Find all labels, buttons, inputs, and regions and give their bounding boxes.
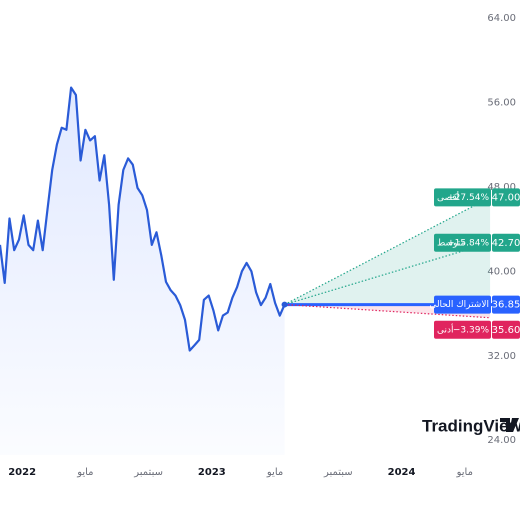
area [0, 87, 285, 455]
x-tick-label: سبتمبر [133, 467, 163, 478]
x-tick-label: مايو [266, 467, 283, 478]
forecast-line [284, 242, 491, 306]
value-box [492, 233, 520, 252]
y-tick-label: 64.00 [487, 13, 516, 24]
logo-icon [500, 418, 519, 432]
logo: TradingView [422, 416, 520, 435]
value-box [492, 295, 520, 314]
y-tick-label: 32.00 [487, 351, 516, 362]
forecast-badge: الاشتراك الحالي 36.85 [429, 295, 520, 314]
forecast-line [284, 196, 491, 306]
forecast-line [284, 303, 491, 319]
value-label: 35.60 [492, 325, 520, 336]
badge-box [434, 320, 491, 339]
y-tick-label: 48.00 [487, 182, 516, 193]
badge-name: أدنى [437, 323, 454, 335]
x-tick-label: مايو [456, 467, 473, 478]
forecast-badge: أدنى −3.39% 35.60 [434, 320, 520, 339]
watermark: TradingView [422, 416, 520, 435]
value-label: 47.00 [492, 192, 520, 203]
badge-change: +27.54% [447, 193, 489, 203]
badge-change: −3.39% [453, 325, 490, 335]
y-tick-label: 40.00 [487, 266, 516, 277]
forecast-badge: متوسط+15.84% 42.70 [434, 233, 520, 252]
badge-name: متوسط [437, 238, 465, 248]
value-box [492, 320, 520, 339]
line [0, 86, 286, 352]
value-label: 36.85 [492, 300, 520, 311]
value-label: 42.70 [492, 238, 520, 249]
value-box [492, 188, 520, 207]
badge-box [434, 295, 491, 314]
x-tick-label: 2023 [198, 467, 226, 478]
badge-box [434, 188, 491, 207]
y-tick-label: 24.00 [487, 435, 516, 446]
y-tick-label: 56.00 [487, 97, 516, 108]
forecast-badge: أقصى+27.54% 47.00 [434, 188, 520, 207]
x-tick-label: سبتمبر [323, 467, 353, 478]
badge-name: الاشتراك الحالي [429, 300, 489, 310]
badge-box [434, 233, 491, 252]
last-point [281, 301, 288, 308]
x-tick-label: 2024 [388, 467, 416, 478]
x-tick-label: 2022 [8, 467, 36, 478]
badge-change: +15.84% [447, 238, 489, 248]
badge-name: أقصى [437, 191, 459, 203]
x-tick-label: مايو [76, 467, 93, 478]
